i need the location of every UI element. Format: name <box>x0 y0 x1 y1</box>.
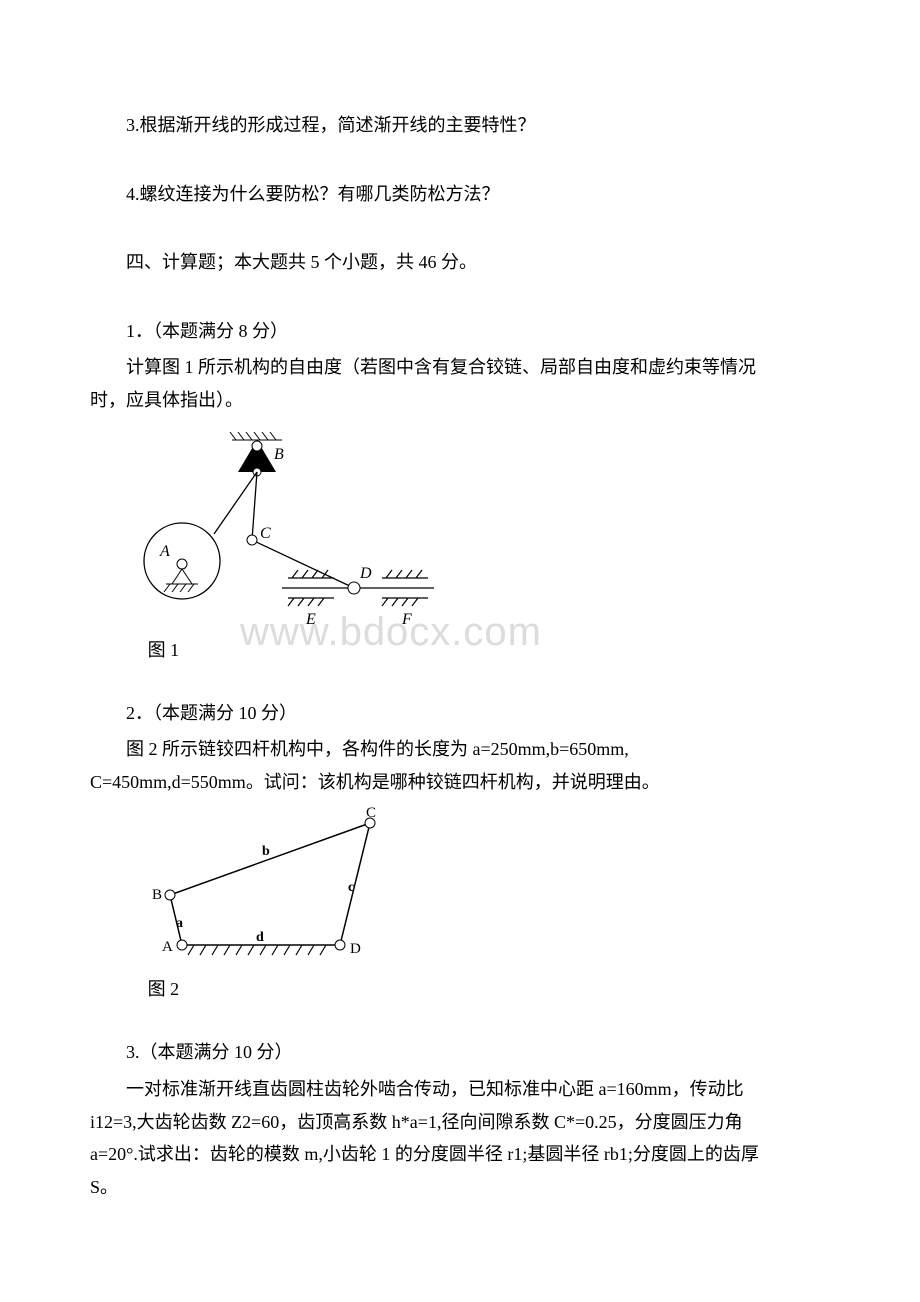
page-content: 3.根据渐开线的形成过程，简述渐开线的主要特性？ 4.螺纹连接为什么要防松？有哪… <box>90 110 830 1202</box>
question-4: 4.螺纹连接为什么要防松？有哪几类防松方法？ <box>90 179 830 210</box>
svg-text:A: A <box>162 939 173 955</box>
figure-1-svg: B C A <box>122 426 442 626</box>
figure-2-svg: A B C D a b c d <box>122 805 422 965</box>
problem-3-body-cont3: S。 <box>90 1172 830 1203</box>
svg-text:a: a <box>176 916 183 931</box>
svg-text:A: A <box>159 543 170 560</box>
figure-1: B C A <box>122 426 830 626</box>
svg-text:b: b <box>262 844 270 859</box>
figure-1-caption: 图 1 <box>148 636 830 662</box>
svg-text:F: F <box>401 611 412 626</box>
problem-3-title: 3.（本题满分 10 分） <box>90 1037 830 1068</box>
svg-text:B: B <box>152 887 162 903</box>
svg-text:C: C <box>260 525 271 542</box>
problem-2-title: 2．（本题满分 10 分） <box>90 698 830 729</box>
problem-1-title: 1．（本题满分 8 分） <box>90 316 830 347</box>
figure-2-caption: 图 2 <box>148 975 830 1001</box>
svg-text:B: B <box>274 446 284 463</box>
figure-2: A B C D a b c d <box>122 805 830 965</box>
svg-text:d: d <box>256 930 264 945</box>
svg-text:D: D <box>359 565 372 582</box>
question-3: 3.根据渐开线的形成过程，简述渐开线的主要特性？ <box>90 110 830 141</box>
section-4-heading: 四、计算题；本大题共 5 个小题，共 46 分。 <box>90 247 830 278</box>
problem-1-body: 计算图 1 所示机构的自由度（若图中含有复合铰链、局部自由度和虚约束等情况 <box>90 352 830 383</box>
problem-3-body-cont1: i12=3,大齿轮齿数 Z2=60，齿顶高系数 h*a=1,径向间隙系数 C*=… <box>90 1107 830 1138</box>
svg-text:C: C <box>366 805 376 821</box>
problem-3-body: 一对标准渐开线直齿圆柱齿轮外啮合传动，已知标准中心距 a=160mm，传动比 <box>90 1074 830 1105</box>
problem-2-body: 图 2 所示链铰四杆机构中，各构件的长度为 a=250mm,b=650mm, <box>90 734 830 765</box>
svg-text:D: D <box>350 941 361 957</box>
problem-1-body-cont: 时，应具体指出）。 <box>90 385 830 416</box>
svg-text:c: c <box>348 880 354 895</box>
svg-text:E: E <box>305 611 316 626</box>
problem-2-body-cont: C=450mm,d=550mm。试问：该机构是哪种铰链四杆机构，并说明理由。 <box>90 767 830 798</box>
problem-3-body-cont2: a=20°.试求出：齿轮的模数 m,小齿轮 1 的分度圆半径 r1;基圆半径 r… <box>90 1139 830 1170</box>
